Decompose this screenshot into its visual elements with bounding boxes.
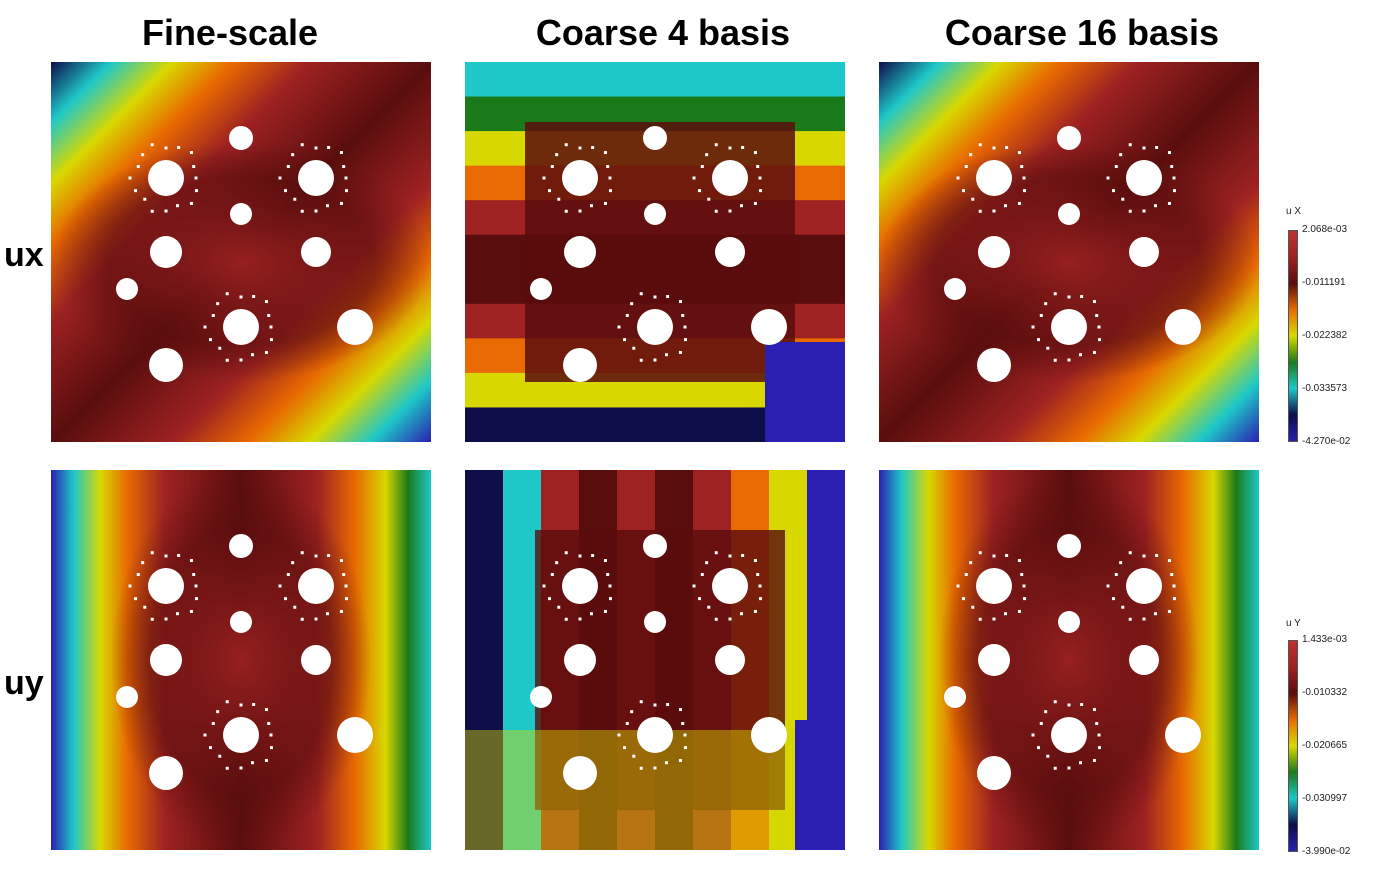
colorbar-ux-tick: -0.033573 — [1302, 383, 1348, 394]
column-title-coarse-16-basis: Coarse 16 basis — [944, 12, 1220, 53]
column-title-coarse-4-basis: Coarse 4 basis — [535, 12, 791, 53]
row-label-ux: ux — [4, 236, 44, 274]
colorbar-ux-gradient — [1288, 230, 1298, 442]
colorbar-uy-tick: -0.010332 — [1302, 687, 1348, 698]
colorbar-ux-tick: -0.011191 — [1302, 277, 1346, 288]
colorbar-uy-tick: -0.020665 — [1302, 740, 1348, 751]
panel-uy-coarse-4-basis — [465, 470, 845, 850]
panel-ux-coarse-4-basis — [465, 62, 845, 442]
colorbar-uy-title: u Y — [1286, 618, 1301, 629]
colorbar-ux-tick: -4.270e-02 — [1302, 436, 1351, 447]
column-title-fine-scale: Fine-scale — [141, 12, 319, 53]
row-label-uy: uy — [4, 664, 44, 702]
colorbar-ux-tick: -0.022382 — [1302, 330, 1348, 341]
colorbar-ux: u X 2.068e-03 -0.011191 -0.022382 -0.033… — [1284, 206, 1394, 451]
panel-ux-fine-scale — [51, 62, 431, 442]
colorbar-uy-tick: 1.433e-03 — [1302, 634, 1348, 645]
panel-ux-coarse-16-basis — [879, 62, 1259, 442]
panel-uy-fine-scale — [51, 470, 431, 850]
colorbar-uy: u Y 1.433e-03 -0.010332 -0.020665 -0.030… — [1284, 618, 1394, 863]
colorbar-ux-tick: 2.068e-03 — [1302, 224, 1348, 235]
panel-uy-coarse-16-basis — [879, 470, 1259, 850]
colorbar-uy-tick: -3.990e-02 — [1302, 846, 1351, 857]
colorbar-uy-tick: -0.030997 — [1302, 793, 1348, 804]
colorbar-ux-title: u X — [1286, 206, 1302, 217]
colorbar-uy-gradient — [1288, 640, 1298, 852]
